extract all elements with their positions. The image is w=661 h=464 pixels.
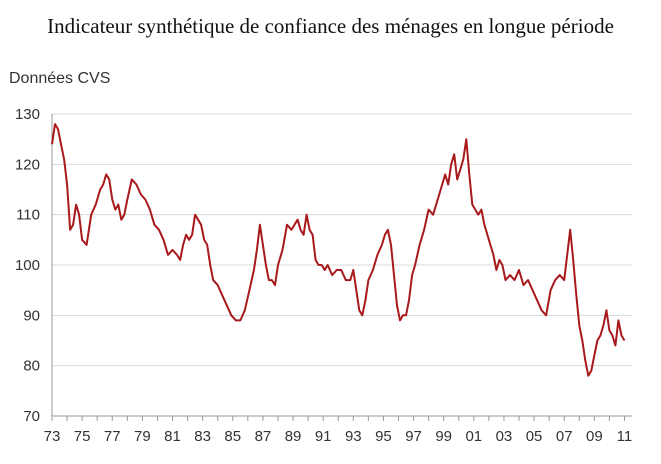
y-unit-label: Données CVS xyxy=(9,70,111,87)
y-tick-label: 90 xyxy=(23,307,40,324)
x-tick-label: 05 xyxy=(526,428,543,445)
x-tick-label: 97 xyxy=(405,428,422,445)
grid-lines xyxy=(52,113,632,367)
y-tick-label: 110 xyxy=(16,207,40,224)
axes xyxy=(51,114,632,421)
x-tick-label: 07 xyxy=(556,428,573,445)
x-tick-label: 79 xyxy=(134,428,151,445)
x-tick-label: 95 xyxy=(375,428,392,445)
x-tick-label: 93 xyxy=(345,428,362,445)
x-tick-label: 91 xyxy=(315,428,332,445)
y-tick-labels: 70 80 90 100 110 120 130 xyxy=(15,106,40,425)
x-tick-label: 01 xyxy=(465,428,482,445)
series-group xyxy=(51,123,626,377)
x-tick-label: 75 xyxy=(74,428,91,445)
x-tick-labels: 73 75 77 79 81 83 85 87 89 91 93 95 97 99 01 03 05 07 09 11 xyxy=(44,428,633,445)
x-tick-label: 85 xyxy=(224,428,241,445)
y-tick-label: 80 xyxy=(23,358,40,375)
y-tick-label: 130 xyxy=(15,106,40,123)
x-tick-label: 73 xyxy=(44,428,61,445)
x-tick-label: 03 xyxy=(496,428,513,445)
x-tick-label: 77 xyxy=(104,428,121,445)
x-tick-label: 99 xyxy=(435,428,452,445)
y-tick-label: 120 xyxy=(15,156,40,173)
x-tick-label: 87 xyxy=(255,428,272,445)
x-tick-label: 09 xyxy=(586,428,603,445)
x-tick-label: 11 xyxy=(617,428,633,445)
x-tick-label: 89 xyxy=(285,428,302,445)
y-tick-label: 100 xyxy=(15,257,40,274)
x-tick-label: 83 xyxy=(194,428,211,445)
y-tick-label: 70 xyxy=(23,408,40,425)
series-line xyxy=(51,123,626,377)
x-tick-label: 81 xyxy=(164,428,181,445)
chart-title: Indicateur synthétique de confiance des … xyxy=(47,14,614,38)
